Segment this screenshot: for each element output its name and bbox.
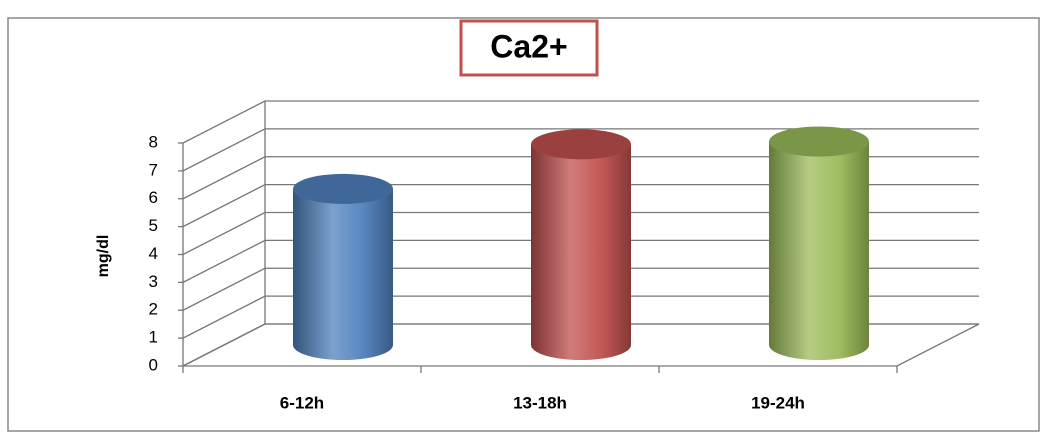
- chart-frame: [7, 17, 1040, 432]
- bar: [293, 188, 393, 360]
- y-tick-label: 3: [149, 272, 158, 291]
- title-box: [459, 19, 599, 77]
- grid-line: [182, 128, 979, 172]
- y-tick-label: 2: [149, 300, 158, 319]
- grid-line: [182, 239, 979, 283]
- grid-line: [182, 100, 979, 144]
- x-tick-label: 13-18h: [513, 393, 567, 412]
- grid-line: [182, 323, 979, 367]
- y-tick-label: 0: [149, 355, 158, 374]
- x-tick-label: 19-24h: [751, 393, 805, 412]
- grid-line: [182, 183, 979, 228]
- bar-top: [293, 173, 393, 204]
- y-tick-label: 4: [149, 244, 158, 263]
- chart-title: Ca2+: [490, 28, 567, 64]
- bar-top: [769, 126, 869, 157]
- bar-top: [531, 129, 631, 160]
- y-tick-label: 6: [149, 188, 158, 207]
- y-axis-label: mg/dl: [95, 235, 112, 278]
- y-tick-label: 7: [149, 160, 158, 179]
- grid-line: [182, 295, 979, 339]
- x-tick-label: 6-12h: [280, 393, 324, 412]
- bar: [531, 144, 631, 360]
- y-tick-label: 5: [149, 216, 158, 235]
- y-tick-label: 1: [149, 328, 158, 347]
- y-tick-label: 8: [149, 132, 158, 151]
- grid-line: [182, 156, 979, 200]
- grid-line: [182, 267, 979, 311]
- bar: [769, 141, 869, 360]
- grid-line: [182, 211, 979, 256]
